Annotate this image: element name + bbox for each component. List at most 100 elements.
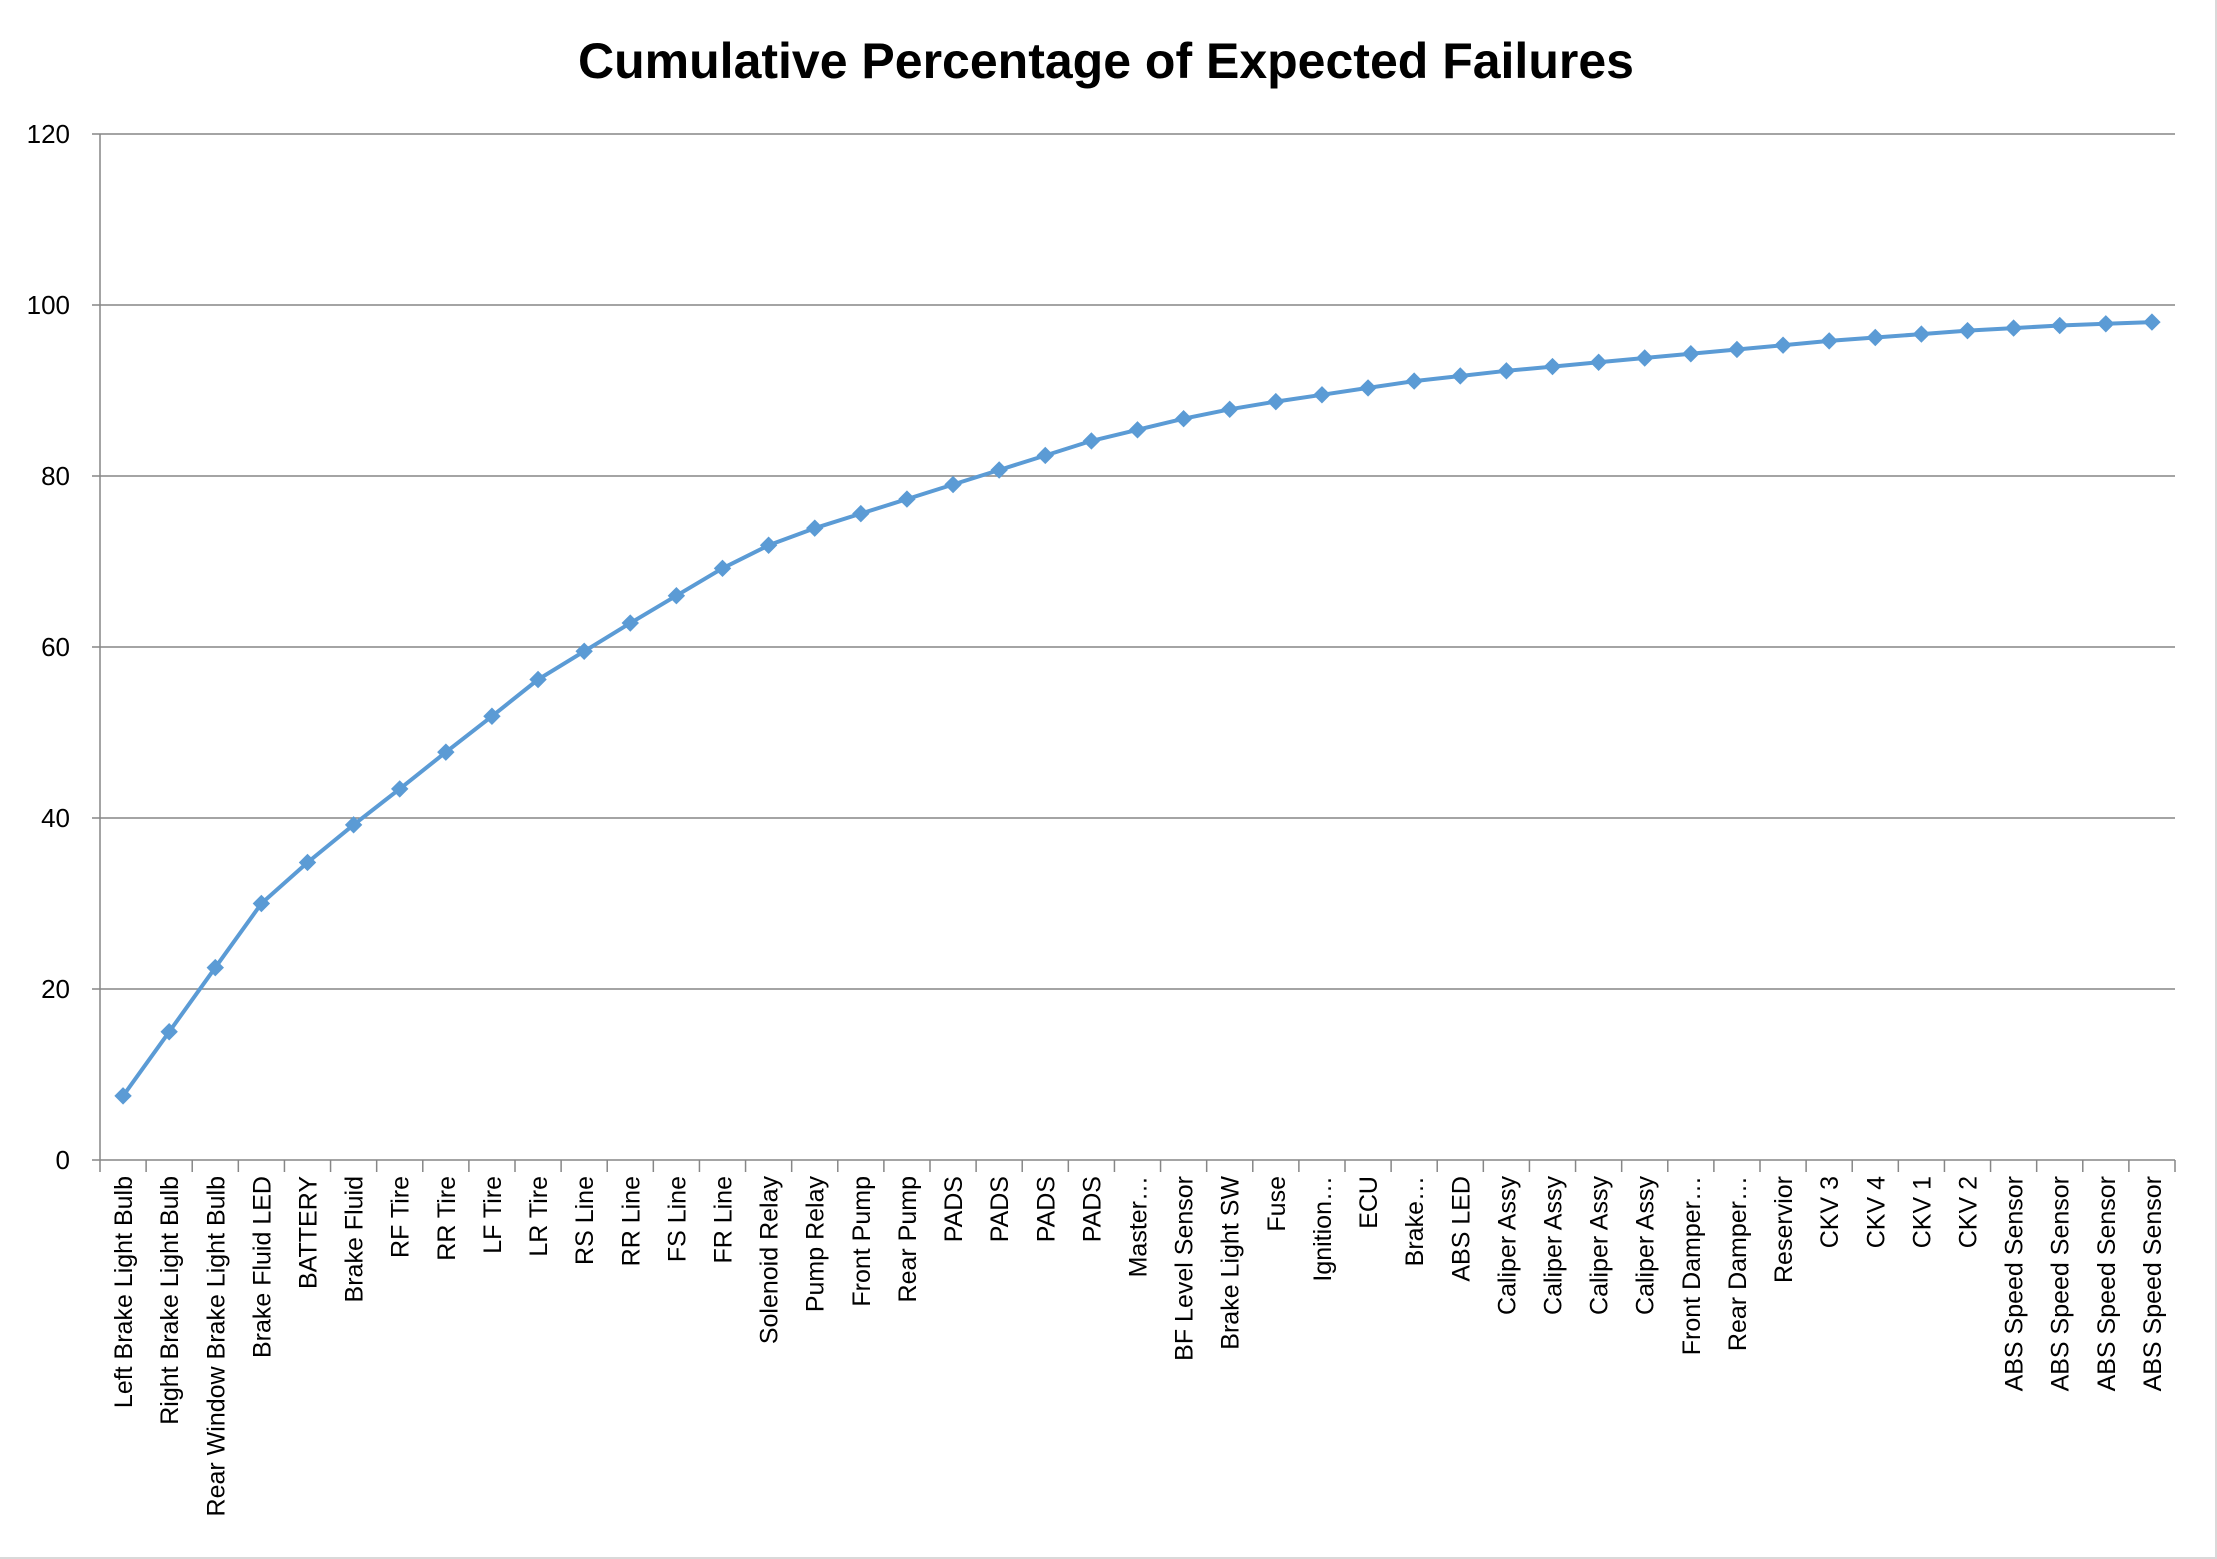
x-tick-label: Caliper Assy (1493, 1176, 1521, 1315)
x-tick-label: LF Tire (479, 1176, 507, 1254)
x-tick-label: CKV 1 (1908, 1176, 1936, 1248)
data-point-marker (1082, 432, 1101, 450)
x-tick-label: CKV 4 (1862, 1176, 1890, 1248)
y-tick-label: 120 (27, 119, 70, 149)
x-tick-label: Caliper Assy (1632, 1176, 1660, 1315)
x-tick-label: RR Line (617, 1176, 645, 1266)
x-tick-label: LR Tire (525, 1176, 553, 1257)
x-tick-label: ABS LED (1447, 1176, 1475, 1282)
data-point-marker (898, 490, 916, 508)
data-point-marker (252, 894, 271, 913)
data-point-marker (1589, 353, 1608, 371)
data-point-marker (1774, 336, 1792, 354)
data-point-marker (1866, 328, 1884, 347)
x-tick-label: ABS Speed Sensor (2093, 1176, 2121, 1391)
x-tick-label: Ignition… (1309, 1176, 1337, 1282)
x-tick-label: ABS Speed Sensor (2001, 1176, 2029, 1391)
data-point-marker (621, 614, 639, 632)
data-point-marker (1405, 372, 1423, 390)
x-tick-label: Brake… (1401, 1176, 1429, 1266)
y-tick-label: 40 (41, 803, 70, 833)
data-point-marker (1543, 357, 1562, 376)
data-point-marker (2097, 315, 2115, 333)
x-tick-label: BF Level Sensor (1171, 1176, 1199, 1361)
data-point-marker (759, 536, 778, 554)
x-tick-label: Front Damper… (1678, 1176, 1706, 1355)
data-point-marker (1221, 400, 1239, 419)
x-tick-label: RS Line (571, 1176, 599, 1265)
data-point-marker (1682, 345, 1700, 363)
data-point-marker (1728, 340, 1746, 359)
data-point-marker (529, 670, 547, 689)
data-point-marker (1497, 362, 1516, 380)
x-tick-label: Brake Fluid LED (248, 1176, 276, 1358)
x-tick-label: Left Brake Light Bulb (110, 1176, 138, 1408)
x-tick-label: PADS (1078, 1176, 1106, 1242)
data-point-marker (344, 816, 363, 834)
data-point-marker (667, 586, 686, 605)
x-tick-label: Front Pump (848, 1176, 876, 1307)
x-tick-label: Rear Window Brake Light Bulb (202, 1176, 230, 1516)
x-axis-tick-labels: Left Brake Light Bulb Right Brake Light B… (110, 1176, 2167, 1517)
series-layer (114, 313, 2161, 1105)
data-point-marker (206, 958, 224, 977)
axes (92, 133, 2176, 1172)
data-point-marker (114, 1087, 132, 1105)
data-point-marker (1636, 349, 1654, 367)
x-tick-label: PADS (1032, 1176, 1060, 1242)
data-point-marker (2051, 316, 2069, 335)
data-point-marker (391, 780, 409, 798)
data-point-marker (483, 707, 501, 725)
x-tick-label: PADS (940, 1176, 968, 1242)
chart-title: Cumulative Percentage of Expected Failur… (578, 33, 1634, 89)
x-tick-label: Brake Light SW (1217, 1176, 1245, 1350)
data-point-marker (1128, 421, 1147, 439)
data-point-marker (1036, 446, 1054, 465)
data-point-marker (1174, 410, 1193, 428)
x-tick-label: BATTERY (295, 1176, 323, 1289)
x-tick-label: Master… (1125, 1176, 1153, 1277)
x-tick-label: ABS Speed Sensor (2139, 1176, 2167, 1391)
x-tick-label: CKV 3 (1816, 1176, 1844, 1248)
x-tick-label: Reservior (1770, 1176, 1798, 1283)
data-point-marker (713, 559, 732, 578)
x-tick-label: Caliper Assy (1540, 1176, 1568, 1315)
data-point-marker (1912, 325, 1931, 343)
data-point-marker (2143, 313, 2161, 331)
data-point-marker (1820, 332, 1838, 350)
x-tick-label: FR Line (710, 1176, 738, 1264)
y-tick-label: 20 (41, 974, 70, 1004)
data-point-marker (2004, 319, 2023, 337)
x-tick-label: FS Line (663, 1176, 691, 1262)
data-point-marker (1451, 367, 1469, 385)
x-tick-label: Right Brake Light Bulb (156, 1176, 184, 1425)
data-point-marker (990, 461, 1008, 479)
data-point-marker (160, 1023, 178, 1041)
x-tick-label: CKV 2 (1955, 1176, 1983, 1248)
y-tick-label: 0 (56, 1145, 70, 1175)
data-point-marker (852, 504, 870, 523)
data-point-marker (1313, 386, 1331, 404)
x-tick-label: Pump Relay (802, 1176, 830, 1313)
x-tick-label: Brake Fluid (341, 1176, 369, 1302)
x-tick-label: ECU (1355, 1176, 1383, 1229)
x-tick-label: Rear Damper… (1724, 1176, 1752, 1351)
data-point-marker (1359, 379, 1377, 397)
data-point-marker (944, 475, 962, 494)
x-tick-label: Solenoid Relay (756, 1176, 784, 1345)
y-tick-label: 100 (27, 290, 70, 320)
gridlines (100, 133, 2175, 990)
x-tick-label: RF Tire (387, 1176, 415, 1258)
x-tick-label: PADS (986, 1176, 1014, 1242)
data-point-marker (298, 853, 317, 872)
y-tick-label: 60 (41, 632, 70, 662)
x-tick-label: ABS Speed Sensor (2047, 1176, 2075, 1391)
y-tick-label: 80 (41, 461, 70, 491)
x-tick-label: Fuse (1263, 1176, 1291, 1232)
x-tick-label: RR Tire (433, 1176, 461, 1261)
data-point-marker (806, 519, 824, 537)
y-axis-tick-labels: 0 20 40 60 80 100 120 (27, 119, 70, 1175)
data-point-marker (575, 642, 593, 660)
